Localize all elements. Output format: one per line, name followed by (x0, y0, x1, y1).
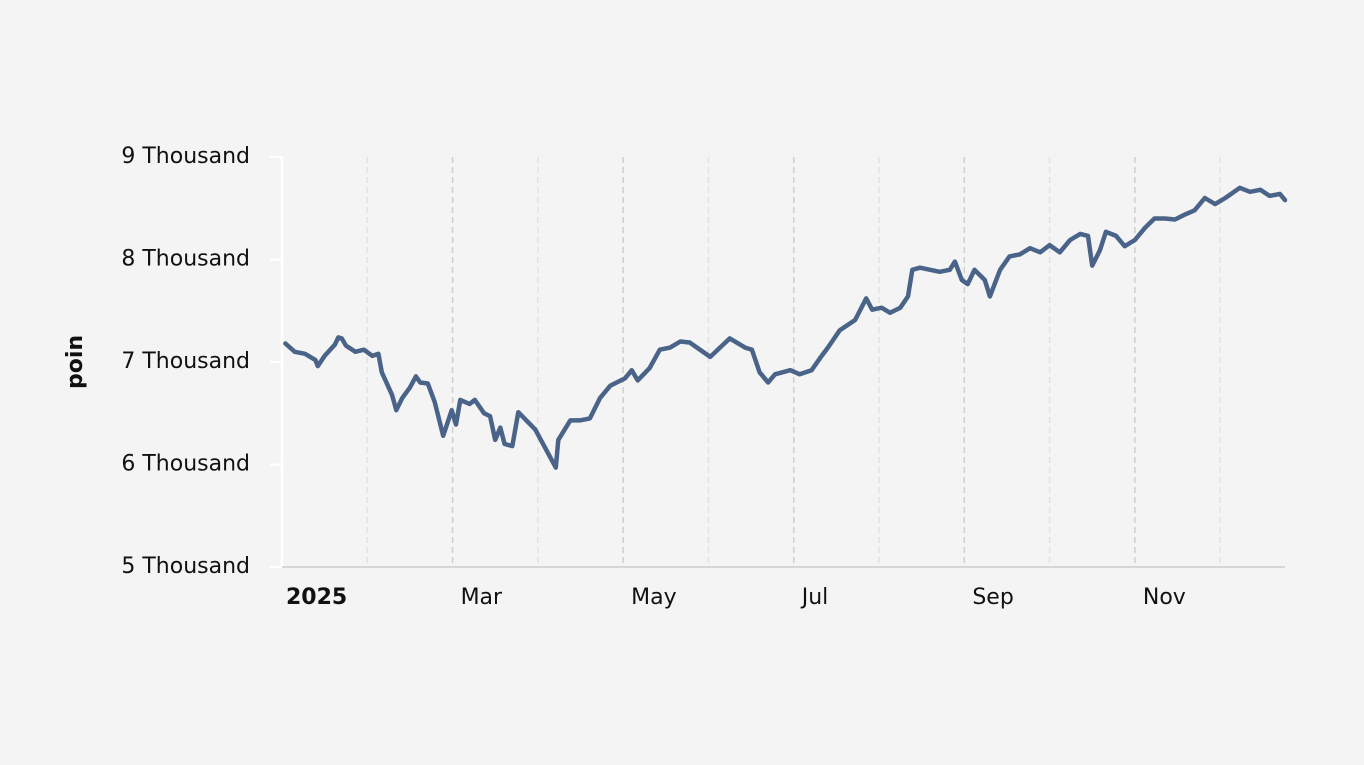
y-tick-label: 8 Thousand (121, 247, 250, 272)
y-tick-label: 6 Thousand (121, 452, 250, 477)
y-tick-label: 9 Thousand (121, 144, 250, 169)
line (283, 185, 1288, 470)
y-axis-title: poin (63, 335, 88, 389)
x-tick-label: Nov (1143, 585, 1186, 610)
y-tick-label: 7 Thousand (121, 349, 250, 374)
x-tick-label: 2025 (286, 585, 347, 610)
y-tick-label: 5 Thousand (121, 554, 250, 579)
x-tick-label: May (631, 585, 676, 610)
x-tick-label: Mar (461, 585, 503, 610)
x-tick-label: Sep (972, 585, 1013, 610)
x-tick-label: Jul (800, 585, 829, 610)
